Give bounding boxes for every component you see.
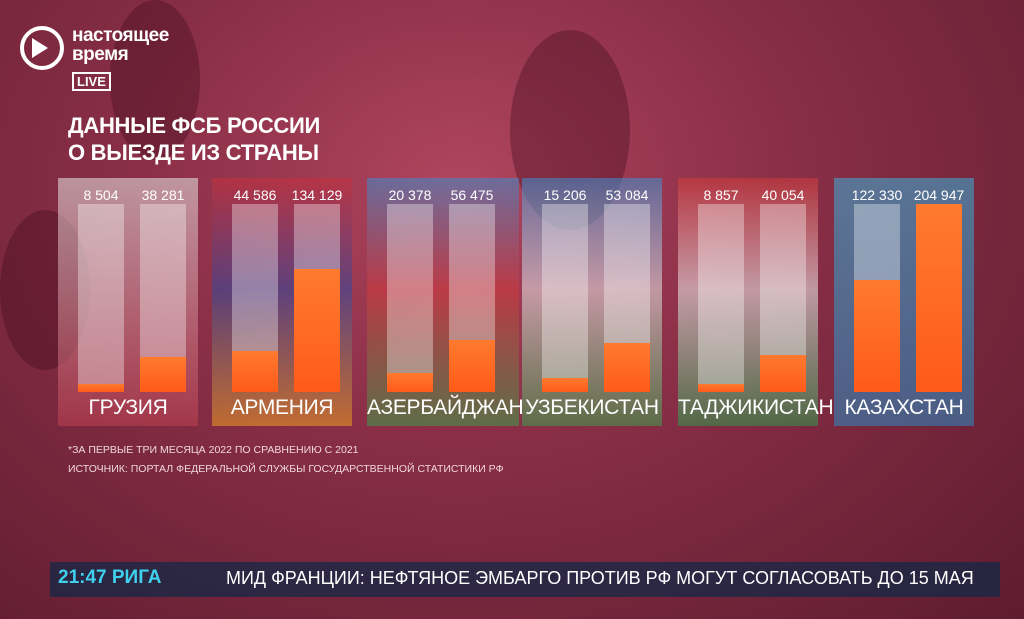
country-panel: 15 206 53 084 УЗБЕКИСТАН	[522, 178, 662, 426]
bar-track	[387, 204, 433, 392]
logo-text: настоящее время	[72, 26, 169, 64]
source-note: ИСТОЧНИК: ПОРТАЛ ФЕДЕРАЛЬНОЙ СЛУЖБЫ ГОСУ…	[68, 463, 504, 475]
bar-2022	[604, 343, 650, 392]
bar-2022	[449, 340, 495, 392]
value-label: 8 504	[83, 187, 119, 203]
bar-2021	[78, 384, 124, 392]
country-label: АРМЕНИЯ	[230, 396, 334, 419]
bar-2022	[760, 355, 806, 392]
country-panel: 20 378 56 475 АЗЕРБАЙДЖАН	[367, 178, 524, 426]
live-badge: LIVE	[72, 72, 111, 91]
value-label: 56 475	[450, 187, 494, 203]
bar-2022	[916, 204, 962, 392]
logo-circle-icon	[20, 26, 64, 70]
channel-logo: настоящее время LIVE	[20, 24, 200, 96]
title-line1: ДАННЫЕ ФСБ РОССИИ	[68, 113, 321, 138]
bar-track	[542, 204, 588, 392]
country-label: АЗЕРБАЙДЖАН	[367, 396, 524, 419]
news-ticker: 21:47 РИГА МИД ФРАНЦИИ: НЕФТЯНОЕ ЭМБАРГО…	[50, 562, 1000, 597]
country-panel: 44 586 134 129 АРМЕНИЯ	[212, 178, 352, 426]
ticker-time: 21:47 РИГА	[58, 567, 162, 588]
value-label: 40 054	[761, 187, 805, 203]
value-label: 53 084	[605, 187, 649, 203]
country-panel: 122 330 204 947 КАЗАХСТАН	[834, 178, 974, 426]
country-label: ТАДЖИКИСТАН	[678, 396, 834, 419]
country-panel: 8 504 38 281 ГРУЗИЯ	[58, 178, 198, 426]
bar-2021	[854, 279, 900, 392]
bar-2021	[232, 351, 278, 392]
logo-line1: настоящее	[72, 25, 169, 46]
bar-2022	[294, 268, 340, 392]
country-panel: 8 857 40 054 ТАДЖИКИСТАН	[678, 178, 834, 426]
title-line2: О ВЫЕЗДЕ ИЗ СТРАНЫ	[68, 140, 319, 165]
bar-2021	[542, 378, 588, 392]
bar-2022	[140, 356, 186, 392]
play-arrow-icon	[32, 38, 48, 58]
country-label: ГРУЗИЯ	[88, 396, 168, 419]
footnote: *ЗА ПЕРВЫЕ ТРИ МЕСЯЦА 2022 ПО СРАВНЕНИЮ …	[68, 444, 359, 456]
value-label: 204 947	[913, 187, 965, 203]
value-label: 8 857	[703, 187, 739, 203]
background-silhouette	[110, 0, 200, 160]
country-label: УЗБЕКИСТАН	[525, 396, 659, 419]
country-label: КАЗАХСТАН	[844, 396, 964, 419]
chart-title: ДАННЫЕ ФСБ РОССИИ О ВЫЕЗДЕ ИЗ СТРАНЫ	[68, 112, 320, 166]
bar-2021	[387, 373, 433, 392]
ticker-headline: МИД ФРАНЦИИ: НЕФТЯНОЕ ЭМБАРГО ПРОТИВ РФ …	[226, 568, 974, 588]
bar-track	[698, 204, 744, 392]
bar-2021	[698, 383, 744, 392]
logo-line2: время	[72, 44, 129, 65]
value-label: 134 129	[291, 187, 343, 203]
bar-track	[78, 204, 124, 392]
value-label: 38 281	[141, 187, 185, 203]
value-label: 20 378	[388, 187, 432, 203]
value-label: 122 330	[851, 187, 903, 203]
value-label: 44 586	[233, 187, 277, 203]
value-label: 15 206	[543, 187, 587, 203]
